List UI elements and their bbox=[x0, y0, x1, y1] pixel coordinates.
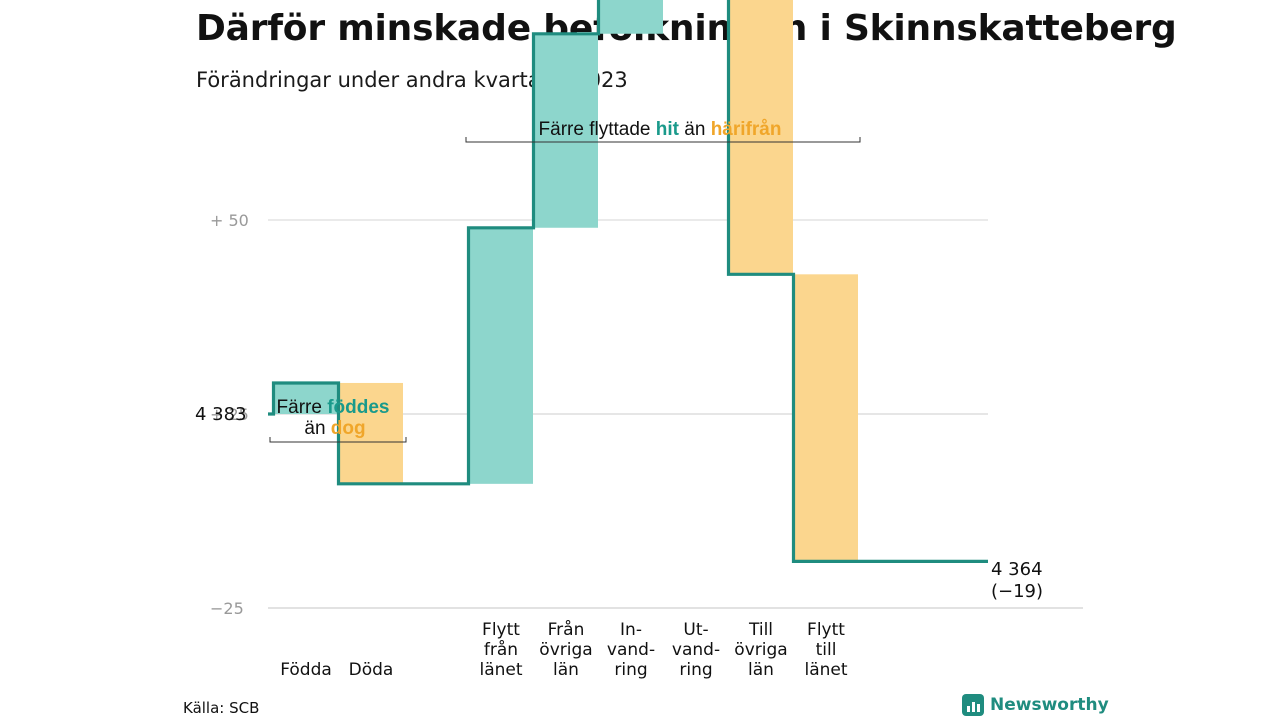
category-label: Ut- bbox=[683, 620, 708, 640]
annotation-part: Färre flyttade bbox=[539, 119, 656, 140]
category-label: Från bbox=[548, 619, 585, 640]
bar-3 bbox=[469, 227, 533, 484]
end-change-label: (−19) bbox=[991, 581, 1043, 602]
category-label: län bbox=[748, 660, 774, 680]
bar-8 bbox=[794, 274, 858, 562]
annotation-part: hit bbox=[656, 119, 680, 140]
bar-7 bbox=[729, 0, 793, 275]
category-label: till bbox=[816, 640, 837, 660]
category-label: länet bbox=[804, 660, 847, 680]
category-label: In- bbox=[620, 620, 642, 640]
annotation-part: föddes bbox=[327, 397, 389, 418]
cumulative-step-line bbox=[268, 0, 988, 563]
start-value-label: 4 383 bbox=[195, 404, 247, 425]
category-label: länet bbox=[479, 660, 522, 680]
source-note: Källa: SCB bbox=[183, 699, 260, 717]
category-label: vand- bbox=[672, 640, 720, 660]
category-label: ring bbox=[614, 660, 647, 680]
category-label: Döda bbox=[349, 660, 394, 680]
brand-name: Newsworthy bbox=[990, 695, 1109, 715]
y-tick-label: −25 bbox=[210, 599, 244, 618]
category-label: vand- bbox=[607, 640, 655, 660]
bars bbox=[274, 0, 858, 562]
annotation-births-deaths: Färre föddes bbox=[277, 397, 390, 418]
annotation-part: än bbox=[679, 119, 711, 140]
category-label: Till bbox=[748, 620, 773, 640]
annotation-bracket bbox=[465, 137, 861, 143]
annotation-births-deaths-line2: än dog bbox=[304, 418, 365, 439]
bar-chart-icon bbox=[962, 694, 984, 716]
category-label: län bbox=[553, 660, 579, 680]
end-labels: 4 383 4 364(−19) bbox=[195, 404, 1043, 602]
category-label: Flytt bbox=[482, 620, 520, 640]
category-labels: Födda DödaFlyttfrånlänetFrånövrigalänIn-v… bbox=[280, 619, 848, 680]
annotation-part: än bbox=[304, 418, 330, 439]
bar-4 bbox=[534, 33, 598, 228]
y-tick-label: + 50 bbox=[210, 211, 249, 230]
bar-2 bbox=[339, 382, 403, 484]
annotation-part: dog bbox=[331, 418, 366, 439]
y-axis-ticks: + 50 + 25 −25 bbox=[210, 211, 249, 618]
bar-5 bbox=[599, 0, 663, 34]
category-label: Födda bbox=[280, 660, 332, 680]
chart-title: Därför minskade befolkningen i Skinnskat… bbox=[196, 8, 1177, 49]
annotation-part: härifrån bbox=[711, 119, 782, 140]
brand[interactable]: Newsworthy bbox=[962, 694, 1109, 716]
category-label: Flytt bbox=[807, 620, 845, 640]
annotation-part: Färre bbox=[277, 397, 328, 418]
end-value-label: 4 364 bbox=[991, 559, 1043, 580]
annotation-bracket bbox=[269, 437, 407, 443]
category-label: övriga bbox=[539, 640, 592, 660]
y-tick-label: + 25 bbox=[210, 405, 249, 424]
category-label: från bbox=[484, 639, 518, 660]
step-line bbox=[268, 0, 988, 563]
annotation-migration: Färre flyttade hit än härifrån bbox=[539, 119, 782, 140]
bar-1 bbox=[274, 382, 338, 414]
category-label: ring bbox=[679, 660, 712, 680]
category-label: övriga bbox=[734, 640, 787, 660]
